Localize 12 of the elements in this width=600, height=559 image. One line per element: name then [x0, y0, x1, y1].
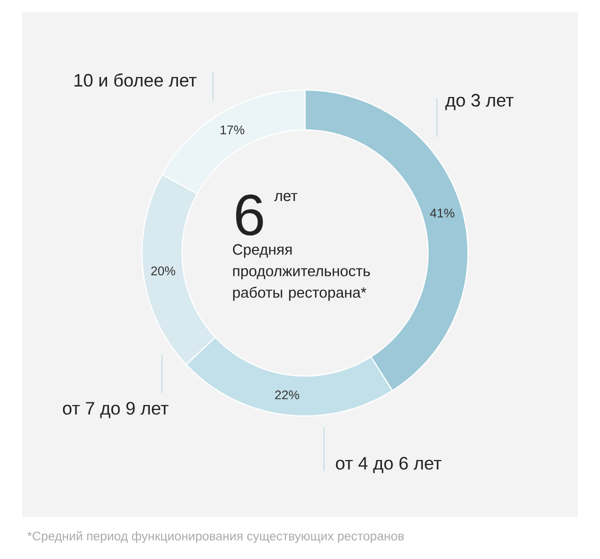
data-label: 20% [151, 266, 176, 276]
data-label: 41% [430, 208, 454, 218]
text: *Средний период функционирования существующих ресторанов [27, 531, 404, 543]
slice-label: 10 и более лет [74, 73, 197, 87]
slice-label: от 7 до 9 лет [62, 402, 168, 418]
data-label: 22% [275, 390, 300, 400]
text: 6 [236, 194, 263, 236]
text: Средняя продолжительность работы ресторана* [232, 244, 370, 301]
slice-label: от 4 до 6 лет [336, 456, 442, 474]
text: лет [274, 192, 298, 202]
slice-label: до 3 лет [445, 94, 514, 110]
data-label: 17% [220, 126, 244, 134]
